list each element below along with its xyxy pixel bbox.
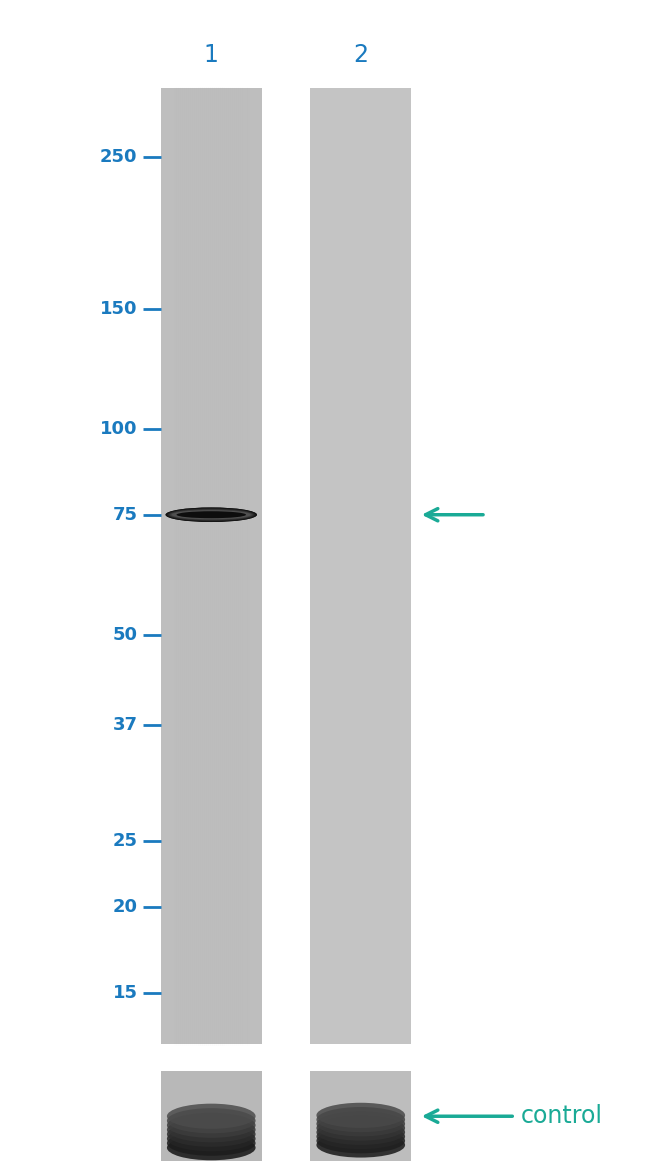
- Ellipse shape: [317, 1111, 405, 1137]
- Ellipse shape: [167, 1121, 255, 1147]
- Ellipse shape: [167, 508, 255, 522]
- Ellipse shape: [317, 1116, 405, 1140]
- Text: 25: 25: [112, 832, 138, 850]
- Ellipse shape: [167, 508, 255, 522]
- Text: 20: 20: [112, 899, 138, 916]
- Ellipse shape: [317, 1124, 405, 1149]
- Ellipse shape: [167, 1117, 255, 1142]
- Text: 100: 100: [100, 420, 138, 439]
- Ellipse shape: [168, 509, 254, 520]
- Bar: [311, 1071, 411, 1161]
- Ellipse shape: [167, 1112, 255, 1138]
- Ellipse shape: [177, 511, 246, 518]
- Ellipse shape: [172, 510, 251, 519]
- Ellipse shape: [168, 509, 254, 520]
- Ellipse shape: [166, 508, 257, 522]
- Ellipse shape: [166, 508, 257, 522]
- Ellipse shape: [170, 510, 252, 519]
- Text: 15: 15: [112, 984, 138, 1001]
- Text: 250: 250: [100, 148, 138, 166]
- Ellipse shape: [167, 1126, 255, 1152]
- Text: control: control: [521, 1104, 603, 1128]
- Ellipse shape: [167, 1135, 255, 1160]
- Ellipse shape: [170, 510, 252, 519]
- Ellipse shape: [170, 509, 253, 520]
- Ellipse shape: [167, 1131, 255, 1155]
- Text: 1: 1: [204, 42, 218, 67]
- Ellipse shape: [167, 1104, 255, 1128]
- Text: 75: 75: [112, 505, 138, 524]
- Ellipse shape: [172, 510, 251, 519]
- Bar: [311, 88, 411, 1044]
- Ellipse shape: [317, 1128, 405, 1153]
- Ellipse shape: [167, 1109, 255, 1133]
- Text: 37: 37: [112, 715, 138, 734]
- Ellipse shape: [317, 1103, 405, 1128]
- Text: 2: 2: [353, 42, 369, 67]
- Ellipse shape: [170, 509, 253, 520]
- Text: 150: 150: [100, 300, 138, 317]
- Bar: [161, 88, 261, 1044]
- Ellipse shape: [317, 1132, 405, 1158]
- Text: 50: 50: [112, 626, 138, 644]
- Ellipse shape: [317, 1119, 405, 1145]
- Ellipse shape: [317, 1107, 405, 1132]
- Bar: [161, 1071, 261, 1161]
